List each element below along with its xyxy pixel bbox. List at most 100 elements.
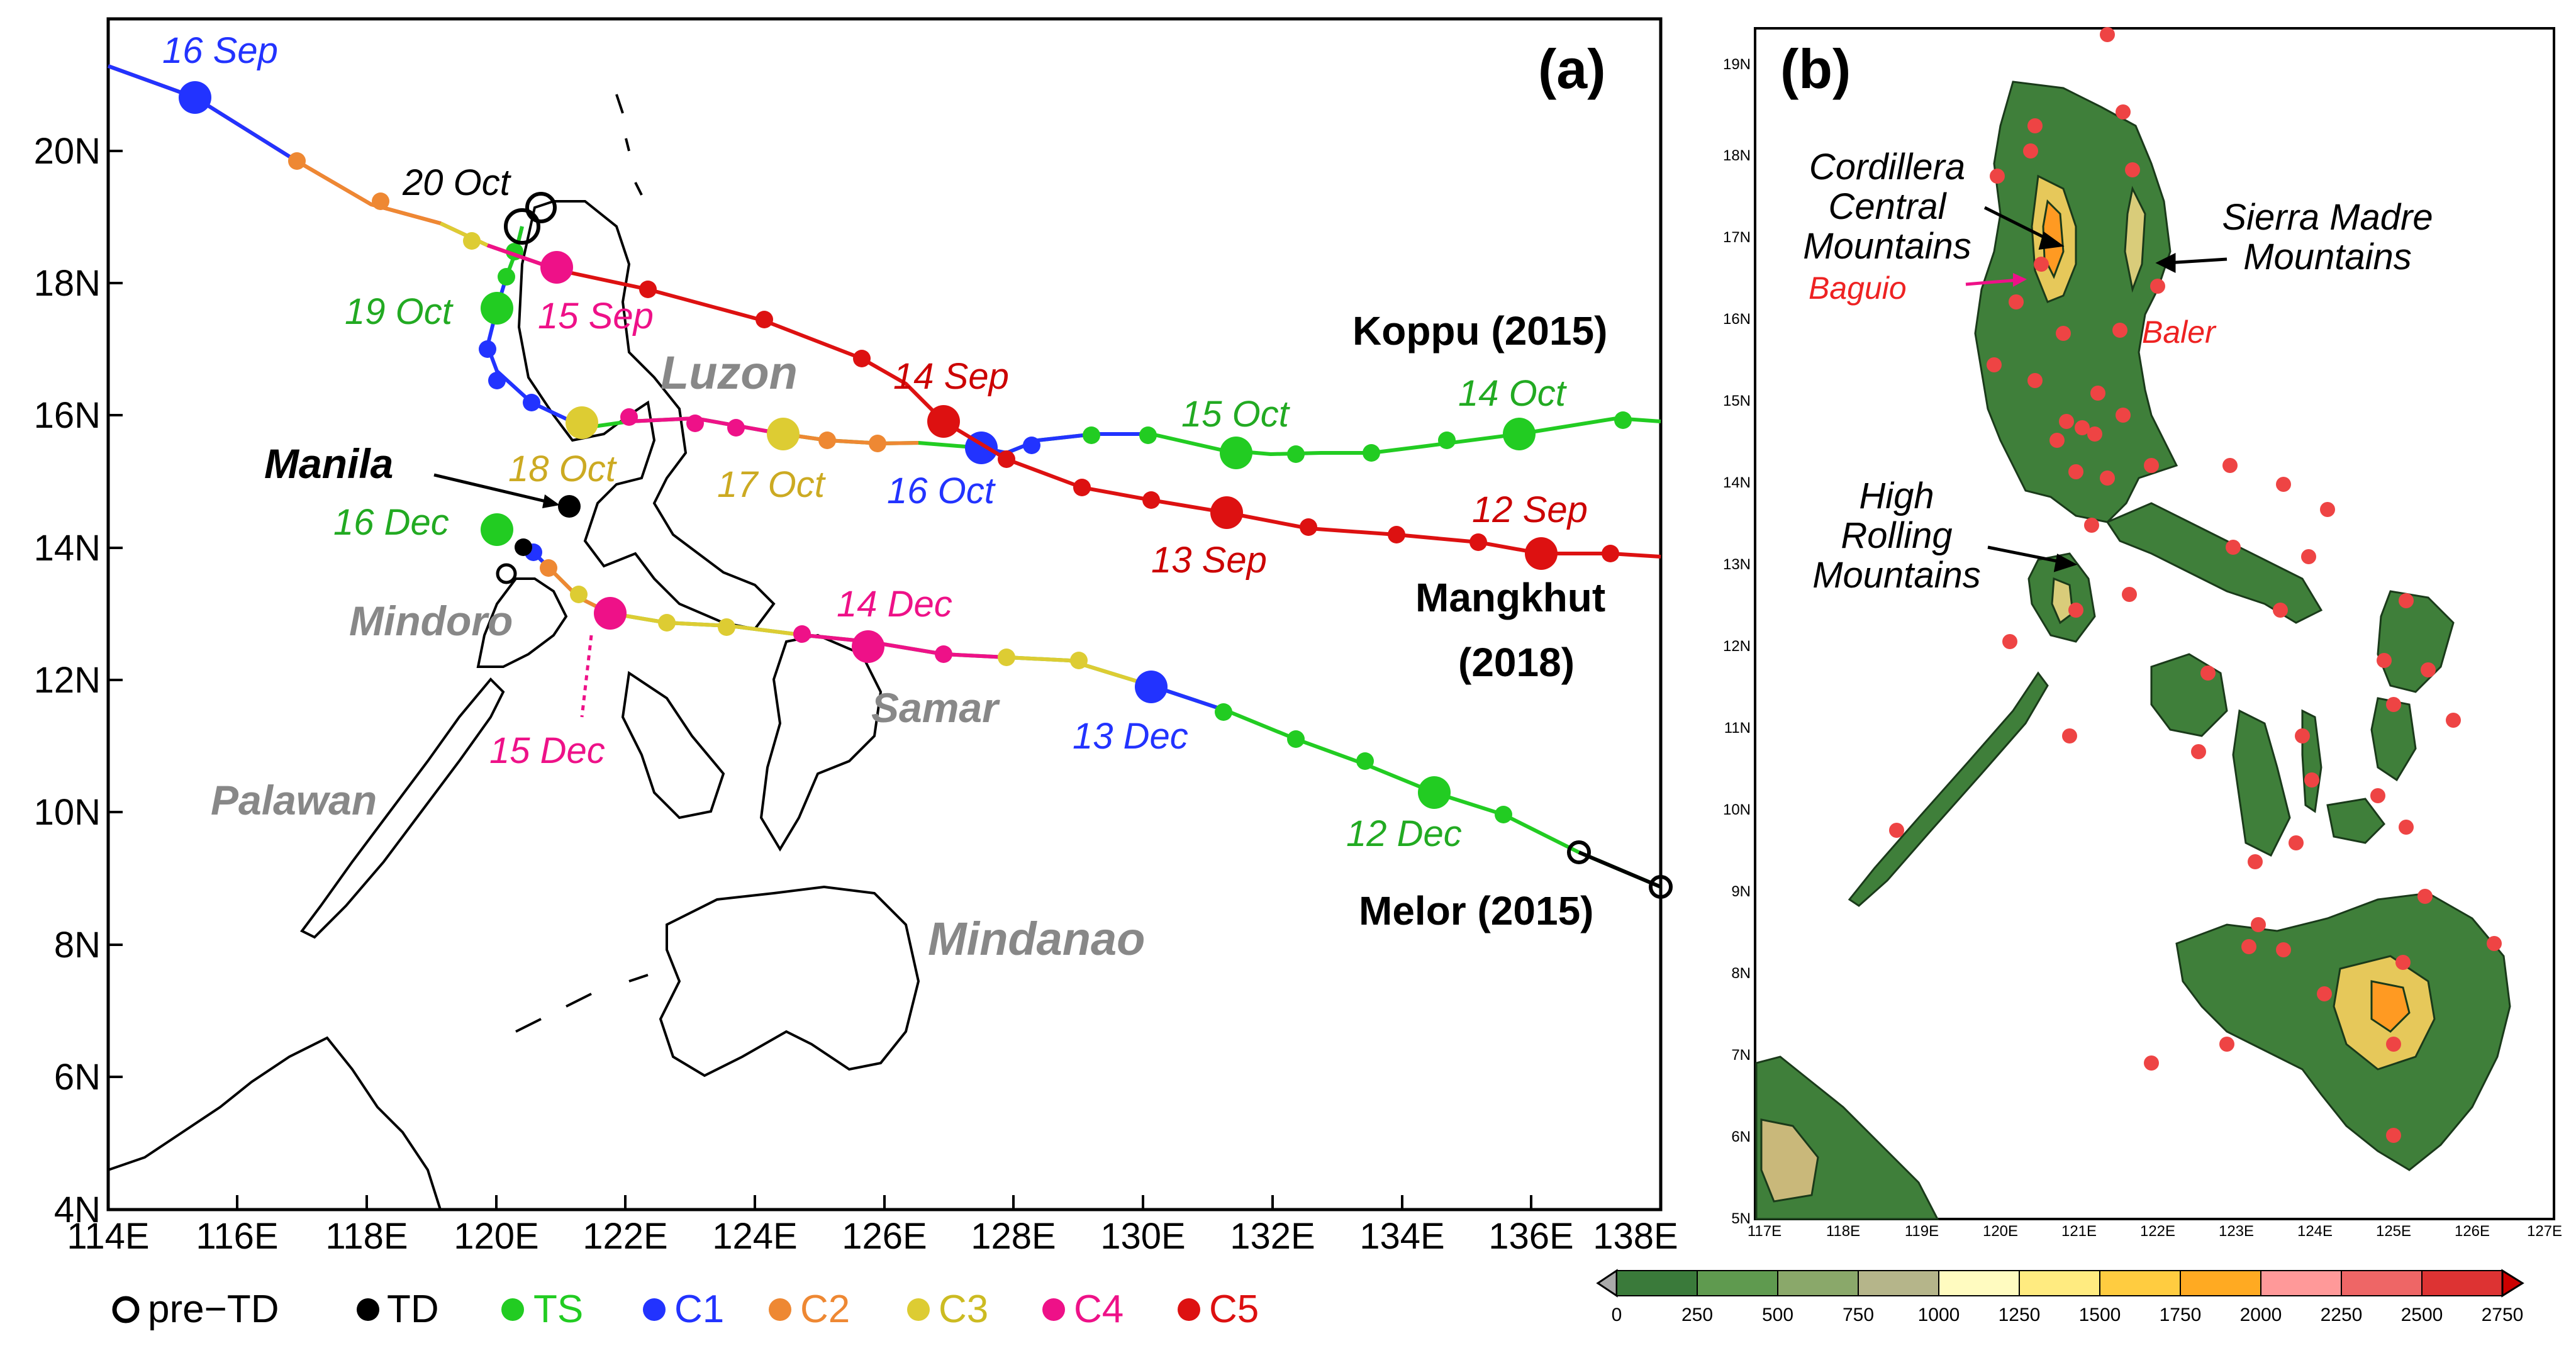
- track-point: [1614, 411, 1632, 429]
- xtick: 114E: [67, 1216, 149, 1257]
- label-baler: Baler: [2142, 315, 2217, 350]
- date-label: 16 Oct: [887, 470, 996, 511]
- borneo-high: [1760, 1118, 1819, 1203]
- xtick: 118E: [325, 1216, 408, 1257]
- station-dot: [2276, 942, 2291, 957]
- colorbar-tick: 1000: [1918, 1305, 1960, 1325]
- koppu-points: [479, 192, 1632, 469]
- palawan-land: [1848, 671, 2049, 907]
- colorbar-tick: 2250: [2321, 1305, 2363, 1325]
- panel-b-letter: (b): [1780, 38, 1851, 100]
- date-label: 15 Sep: [538, 296, 654, 337]
- ytick: 8N: [54, 925, 101, 966]
- station-dot: [2370, 788, 2385, 803]
- track-point: [1142, 491, 1160, 509]
- storm-melor: Melor (2015): [1359, 888, 1593, 933]
- negros-land: [2232, 709, 2291, 857]
- date-label: 15 Dec: [489, 730, 605, 771]
- panel-b-terrain: [1755, 81, 2511, 1220]
- panel-a-xticks: 114E 116E 118E 120E 122E 124E 126E 128E …: [67, 1216, 1678, 1257]
- track-point: [1215, 703, 1232, 721]
- track-point: [488, 372, 506, 389]
- ytick: 18N: [34, 263, 101, 304]
- colorbar-tick: 500: [1762, 1305, 1793, 1325]
- ytick: 6N: [1731, 1128, 1751, 1145]
- date-label: 20 Oct: [402, 162, 512, 203]
- legend-swatch: [112, 1296, 140, 1323]
- date-label: 17 Oct: [717, 464, 827, 505]
- station-dot: [2116, 104, 2131, 120]
- label-cordillera: Mountains: [1803, 226, 1971, 267]
- label-cordillera: Cordillera: [1809, 147, 1965, 187]
- station-dot: [2399, 820, 2414, 835]
- xtick: 132E: [1230, 1216, 1315, 1257]
- track-point: [1023, 437, 1040, 454]
- bicol-land: [2105, 502, 2323, 624]
- legend-swatch: [769, 1298, 791, 1321]
- track-point: [1139, 426, 1157, 444]
- panel-a-labels: 16 Sep 20 Oct 19 Oct 15 Sep 14 Sep 15 Oc…: [162, 30, 1588, 854]
- ytick: 20N: [34, 131, 101, 172]
- track-point: [853, 350, 871, 367]
- colorbar-bin: [2421, 1270, 2503, 1296]
- ytick: 19N: [1723, 56, 1751, 73]
- station-dot: [2034, 257, 2049, 272]
- track-point: [1210, 496, 1243, 529]
- station-dot: [2399, 593, 2414, 608]
- region-mindanao: Mindanao: [928, 913, 1145, 965]
- mindoro-high: [2051, 577, 2074, 625]
- track-point: [1388, 526, 1405, 543]
- station-dot: [2116, 408, 2131, 423]
- colorbar-tick: 2750: [2482, 1305, 2524, 1325]
- ytick: 18N: [1723, 147, 1751, 164]
- station-dot: [2446, 713, 2461, 728]
- legend-swatch: [1042, 1298, 1065, 1321]
- track-point: [463, 232, 481, 250]
- arrowhead-icon: [542, 494, 560, 508]
- colorbar-tick: 1750: [2160, 1305, 2202, 1325]
- legend-label: TD: [387, 1288, 439, 1331]
- region-luzon: Luzon: [661, 347, 798, 399]
- colorbar-min-cap: [1596, 1269, 1618, 1298]
- track-point: [1469, 533, 1487, 551]
- region-mindoro: Mindoro: [349, 598, 513, 644]
- track-point: [1135, 671, 1168, 703]
- ytick: 14N: [34, 528, 101, 569]
- date-label: 14 Oct: [1458, 373, 1568, 414]
- track-point: [658, 614, 676, 632]
- track-point: [639, 281, 657, 298]
- track-point: [1525, 537, 1558, 570]
- track-point: [570, 586, 588, 603]
- label-high-rolling: Rolling: [1841, 515, 1952, 556]
- station-dot: [2226, 540, 2241, 555]
- track-point: [727, 419, 745, 437]
- track-point: [540, 251, 573, 284]
- track-point: [525, 192, 557, 223]
- xtick: 122E: [2140, 1223, 2175, 1240]
- colorbar-bin: [2019, 1270, 2100, 1296]
- track-point: [718, 618, 735, 636]
- ytick: 13N: [1723, 556, 1751, 573]
- track-point: [481, 513, 513, 546]
- palawan-coast: [299, 677, 505, 939]
- station-dot: [2421, 662, 2436, 677]
- north-islands: [615, 94, 643, 196]
- ytick: 10N: [34, 792, 101, 833]
- date-label: 16 Sep: [162, 30, 278, 71]
- colorbar-tick: 1250: [1999, 1305, 2041, 1325]
- station-dot: [2144, 1055, 2159, 1071]
- leyte-land: [2370, 697, 2417, 782]
- station-dot: [2417, 889, 2433, 904]
- xtick: 124E: [712, 1216, 797, 1257]
- station-dot: [2062, 728, 2077, 743]
- legend-swatch: [907, 1298, 930, 1321]
- manila-marker: [558, 495, 581, 518]
- mindanao-coast: [659, 885, 920, 1077]
- station-dot: [2100, 470, 2115, 486]
- station-dot: [2100, 27, 2115, 42]
- station-dot: [2075, 420, 2090, 435]
- mindoro-coast: [476, 577, 568, 668]
- xtick: 123E: [2219, 1223, 2254, 1240]
- legend-label: TS: [533, 1288, 583, 1331]
- legend-label: C5: [1209, 1288, 1259, 1331]
